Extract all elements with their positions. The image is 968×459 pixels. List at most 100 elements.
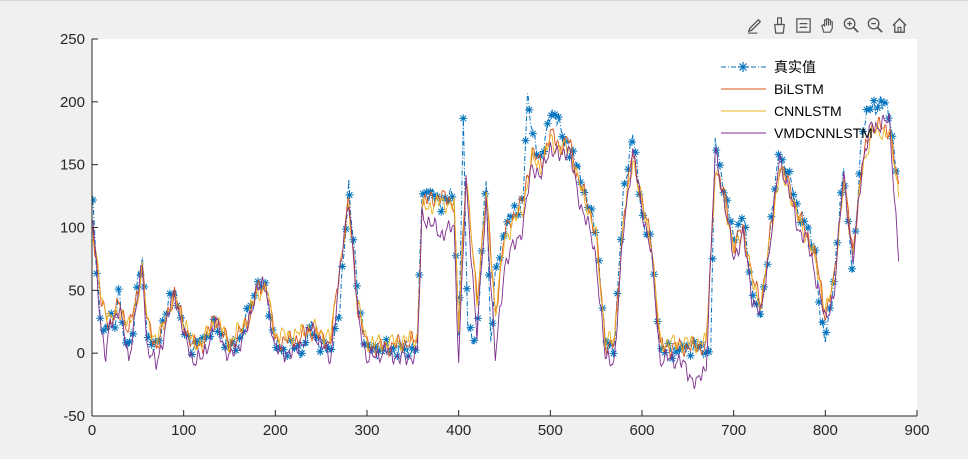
x-tick-label: 200	[263, 422, 288, 439]
brush-icon[interactable]	[768, 13, 791, 37]
data-point-marker	[869, 96, 878, 105]
data-point-marker	[554, 112, 563, 121]
x-tick-label: 900	[904, 422, 929, 439]
data-point-marker	[818, 318, 827, 327]
y-tick-label: 150	[60, 157, 85, 174]
data-point-marker	[470, 336, 479, 345]
data-point-marker	[338, 262, 347, 271]
x-tick-label: 700	[721, 422, 746, 439]
data-point-marker	[154, 336, 163, 345]
data-point-marker	[847, 264, 856, 273]
x-tick-label: 600	[629, 422, 654, 439]
data-point-marker	[565, 153, 574, 162]
data-tips-icon[interactable]	[792, 13, 815, 37]
data-point-marker	[580, 188, 589, 197]
data-point-marker	[393, 352, 402, 361]
data-point-marker	[264, 312, 273, 321]
data-point-marker	[327, 345, 336, 354]
data-point-marker	[587, 204, 596, 213]
data-point-marker	[539, 147, 548, 156]
data-point-marker	[789, 190, 798, 199]
data-point-marker	[701, 349, 710, 358]
legend-label: BiLSTM	[774, 81, 824, 97]
series-line-3	[92, 123, 900, 355]
legend-label: CNNLSTM	[774, 103, 842, 119]
data-point-marker	[283, 351, 292, 360]
data-point-marker	[627, 137, 636, 146]
data-point-marker	[462, 284, 471, 293]
data-point-marker	[371, 342, 380, 351]
data-point-marker	[250, 291, 259, 300]
data-point-marker	[121, 338, 130, 347]
data-point-marker	[737, 214, 746, 223]
data-point-marker	[836, 188, 845, 197]
data-point-marker	[825, 304, 834, 313]
data-point-marker	[294, 341, 303, 350]
data-point-marker	[290, 344, 299, 353]
data-point-marker	[165, 289, 174, 298]
data-point-marker	[455, 293, 464, 302]
x-tick-label: 100	[171, 422, 196, 439]
axes-toolbar	[744, 12, 911, 38]
data-point-marker	[510, 201, 519, 210]
legend-label: 真实值	[774, 59, 816, 75]
data-point-marker	[132, 283, 141, 292]
zoom-in-icon[interactable]	[840, 13, 863, 37]
data-point-marker	[308, 330, 317, 339]
data-point-marker	[517, 195, 526, 204]
data-point-marker	[814, 297, 823, 306]
data-point-marker	[488, 319, 497, 328]
data-point-marker	[550, 110, 559, 119]
data-point-marker	[668, 354, 677, 363]
y-tick-label: 200	[60, 94, 85, 111]
data-point-marker	[547, 111, 556, 120]
legend-marker	[738, 62, 748, 72]
data-point-marker	[231, 346, 240, 355]
data-point-marker	[246, 301, 255, 310]
data-point-marker	[657, 344, 666, 353]
edit-icon[interactable]	[744, 13, 767, 37]
data-point-marker	[528, 129, 537, 138]
data-point-marker	[561, 137, 570, 146]
data-point-marker	[92, 196, 97, 205]
zoom-out-icon[interactable]	[864, 13, 887, 37]
data-point-marker	[807, 241, 816, 250]
data-point-marker	[734, 220, 743, 229]
data-point-marker	[638, 211, 647, 220]
data-point-marker	[855, 169, 864, 178]
data-point-marker	[162, 310, 171, 319]
series-line-4	[92, 113, 900, 390]
data-point-marker	[147, 340, 156, 349]
data-point-marker	[228, 337, 237, 346]
data-point-marker	[242, 304, 251, 313]
y-tick-label: 50	[68, 282, 85, 299]
data-point-marker	[92, 269, 101, 278]
x-tick-label: 500	[538, 422, 563, 439]
data-point-marker	[613, 289, 622, 298]
data-point-marker	[352, 282, 361, 291]
data-point-marker	[569, 147, 578, 156]
data-point-marker	[110, 323, 119, 332]
pan-icon[interactable]	[816, 13, 839, 37]
data-point-marker	[125, 337, 134, 346]
data-point-marker	[330, 324, 339, 333]
data-point-marker	[708, 254, 717, 263]
data-point-marker	[459, 114, 468, 123]
data-point-marker	[107, 309, 116, 318]
data-point-marker	[785, 167, 794, 176]
data-point-marker	[345, 191, 354, 200]
data-point-marker	[778, 155, 787, 164]
data-point-marker	[759, 282, 768, 291]
data-point-marker	[312, 333, 321, 342]
data-point-marker	[492, 263, 501, 272]
home-icon[interactable]	[888, 13, 911, 37]
legend: 真实值 BiLSTM CNNLSTM VMDCNNLSTM	[721, 59, 873, 141]
data-point-marker	[297, 349, 306, 358]
data-point-marker	[891, 167, 900, 176]
data-point-marker	[616, 235, 625, 244]
data-point-marker	[888, 132, 897, 141]
data-point-marker	[715, 161, 724, 170]
data-point-marker	[543, 119, 552, 128]
data-point-marker	[792, 199, 801, 208]
data-point-marker	[257, 282, 266, 291]
